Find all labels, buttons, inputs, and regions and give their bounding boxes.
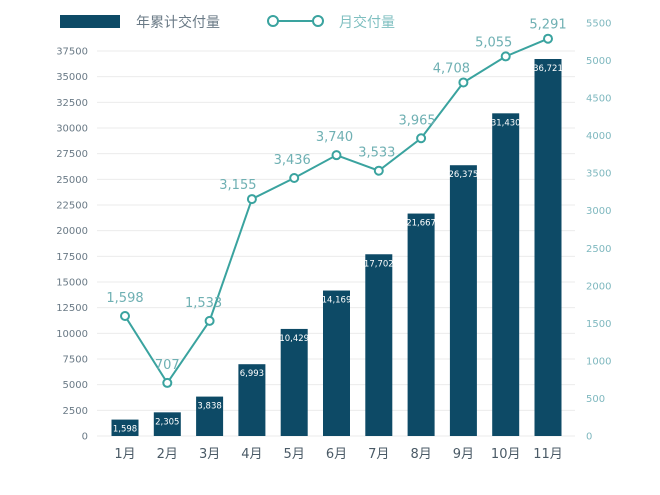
bar: [238, 364, 266, 436]
line-value-label: 1,533: [185, 296, 222, 311]
left-tick-label: 30000: [56, 124, 88, 135]
left-tick-label: 25000: [56, 175, 88, 186]
left-tick-label: 37500: [56, 47, 88, 58]
x-tick-label: 2月: [157, 447, 178, 462]
bar-value-label: 14,169: [322, 296, 352, 306]
left-tick-label: 7500: [63, 355, 88, 366]
bar: [111, 419, 139, 436]
left-tick-label: 32500: [56, 98, 88, 109]
x-tick-label: 4月: [241, 447, 262, 462]
right-tick-label: 1500: [586, 319, 611, 330]
x-tick-label: 5月: [284, 447, 305, 462]
left-tick-label: 0: [82, 432, 88, 443]
x-tick-label: 6月: [326, 447, 347, 462]
line-value-label: 3,436: [274, 153, 311, 168]
bar-value-label: 21,667: [406, 219, 436, 229]
line-value-label: 1,598: [106, 291, 143, 306]
line-point: [246, 194, 257, 205]
bar: [449, 165, 477, 436]
line-value-label: 3,533: [358, 146, 395, 161]
line-value-label: 5,291: [529, 18, 566, 33]
bar: [407, 213, 435, 436]
line-point: [331, 150, 342, 161]
bar: [196, 396, 224, 436]
bar: [323, 290, 350, 436]
x-tick-label: 3月: [199, 447, 220, 462]
x-tick-label: 8月: [410, 447, 431, 462]
line-point: [543, 33, 553, 44]
x-tick-label: 9月: [453, 447, 474, 462]
line-value-label: 707: [155, 358, 180, 373]
line-point: [373, 165, 384, 176]
line-point: [289, 172, 300, 183]
left-tick-label: 15000: [56, 278, 88, 289]
x-tick-label: 11月: [533, 447, 563, 462]
legend-line-label: 月交付量: [339, 14, 395, 31]
x-tick-label: 1月: [114, 447, 135, 462]
x-axis-labels: 1月 2月 3月 4月 5月 6月 7月 8月 9月 10月 11月: [114, 447, 562, 462]
right-axis-ticks: 0 500 1000 1500 2000 2500 3000 3500 4000 4500 5000…: [586, 19, 611, 443]
bar-value-label: 31,430: [491, 118, 521, 128]
line-point: [458, 77, 469, 88]
bar-value-label: 2,305: [155, 417, 179, 427]
legend: 年累计交付量 月交付量: [60, 14, 395, 31]
x-tick-label: 7月: [368, 447, 389, 462]
left-tick-label: 10000: [56, 329, 88, 340]
bar-value-label: 26,375: [449, 170, 479, 180]
right-tick-label: 3500: [586, 169, 611, 180]
legend-line-marker-right: [312, 15, 324, 27]
left-tick-label: 5000: [63, 380, 88, 391]
right-tick-label: 4500: [586, 94, 611, 105]
bar-value-label: 36,721: [533, 64, 563, 74]
legend-bar-label: 年累计交付量: [136, 14, 220, 31]
bar: [153, 412, 181, 436]
left-tick-label: 12500: [56, 303, 88, 314]
right-tick-label: 5000: [586, 56, 611, 67]
left-tick-label: 27500: [56, 149, 88, 160]
line-point: [162, 377, 173, 388]
bar: [365, 254, 393, 436]
left-tick-label: 17500: [56, 252, 88, 263]
line-point: [120, 311, 130, 322]
line-value-label: 3,155: [219, 178, 256, 193]
right-tick-label: 1000: [586, 356, 611, 367]
line-value-label: 3,965: [398, 113, 435, 128]
right-tick-label: 3000: [586, 206, 611, 217]
right-tick-label: 2500: [586, 244, 611, 255]
right-tick-label: 5500: [586, 19, 611, 30]
legend-bar-swatch: [60, 15, 120, 28]
right-tick-label: 4000: [586, 131, 611, 142]
line-value-label: 4,708: [433, 61, 470, 76]
left-tick-label: 22500: [56, 201, 88, 212]
bar-value-label: 6,993: [240, 369, 264, 379]
bars-series: 1,598 2,305 3,838 6,993 10,429 14,169 17,702 21…: [111, 58, 563, 436]
left-tick-label: 2500: [63, 406, 88, 417]
bar: [280, 328, 308, 436]
line-point: [500, 51, 511, 62]
line-value-label: 3,740: [316, 130, 353, 145]
right-tick-label: 500: [586, 394, 605, 405]
bar: [534, 58, 562, 436]
bar: [492, 113, 520, 436]
bar-value-label: 1,598: [113, 425, 137, 435]
bar-value-label: 10,429: [279, 334, 309, 344]
bar-value-label: 17,702: [364, 259, 394, 269]
line-point: [204, 315, 215, 326]
line-series: 1,598 707 1,533 3,155 3,436 3,740 3,533 3,965 4,…: [106, 18, 567, 388]
right-tick-label: 0: [586, 432, 592, 443]
x-tick-label: 10月: [491, 447, 521, 462]
left-tick-label: 20000: [56, 226, 88, 237]
bar-value-label: 3,838: [197, 402, 221, 412]
right-tick-label: 2000: [586, 281, 611, 292]
line-point: [416, 133, 427, 144]
legend-line-marker-left: [267, 15, 279, 27]
left-axis-ticks: 0 2500 5000 7500 10000 12500 15000 17500 20000 22…: [56, 47, 88, 443]
line-value-label: 5,055: [475, 35, 512, 50]
left-tick-label: 35000: [56, 72, 88, 83]
